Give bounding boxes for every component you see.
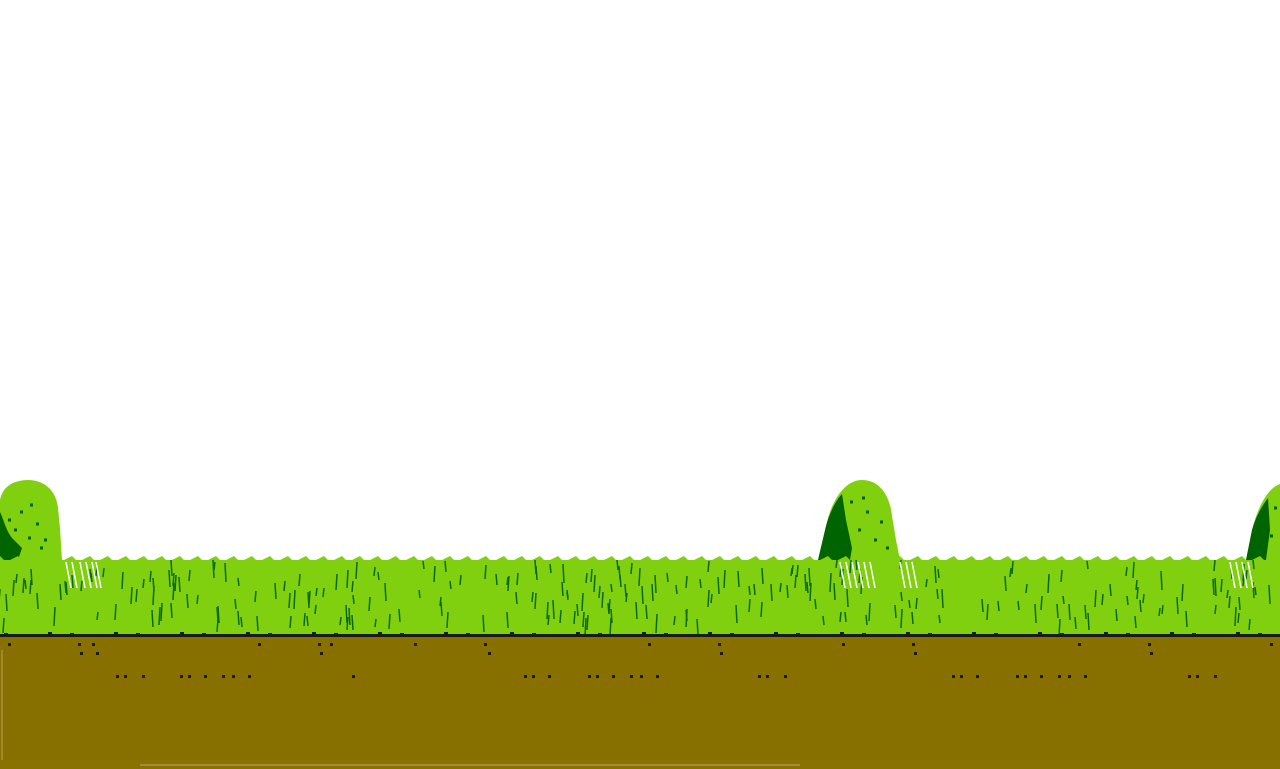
tree-left — [0, 480, 62, 560]
dirt-ground — [0, 637, 1280, 769]
grass-field — [0, 556, 1280, 638]
tree-right — [1246, 484, 1280, 560]
tree-center — [818, 480, 900, 560]
ground-line — [0, 632, 1280, 637]
